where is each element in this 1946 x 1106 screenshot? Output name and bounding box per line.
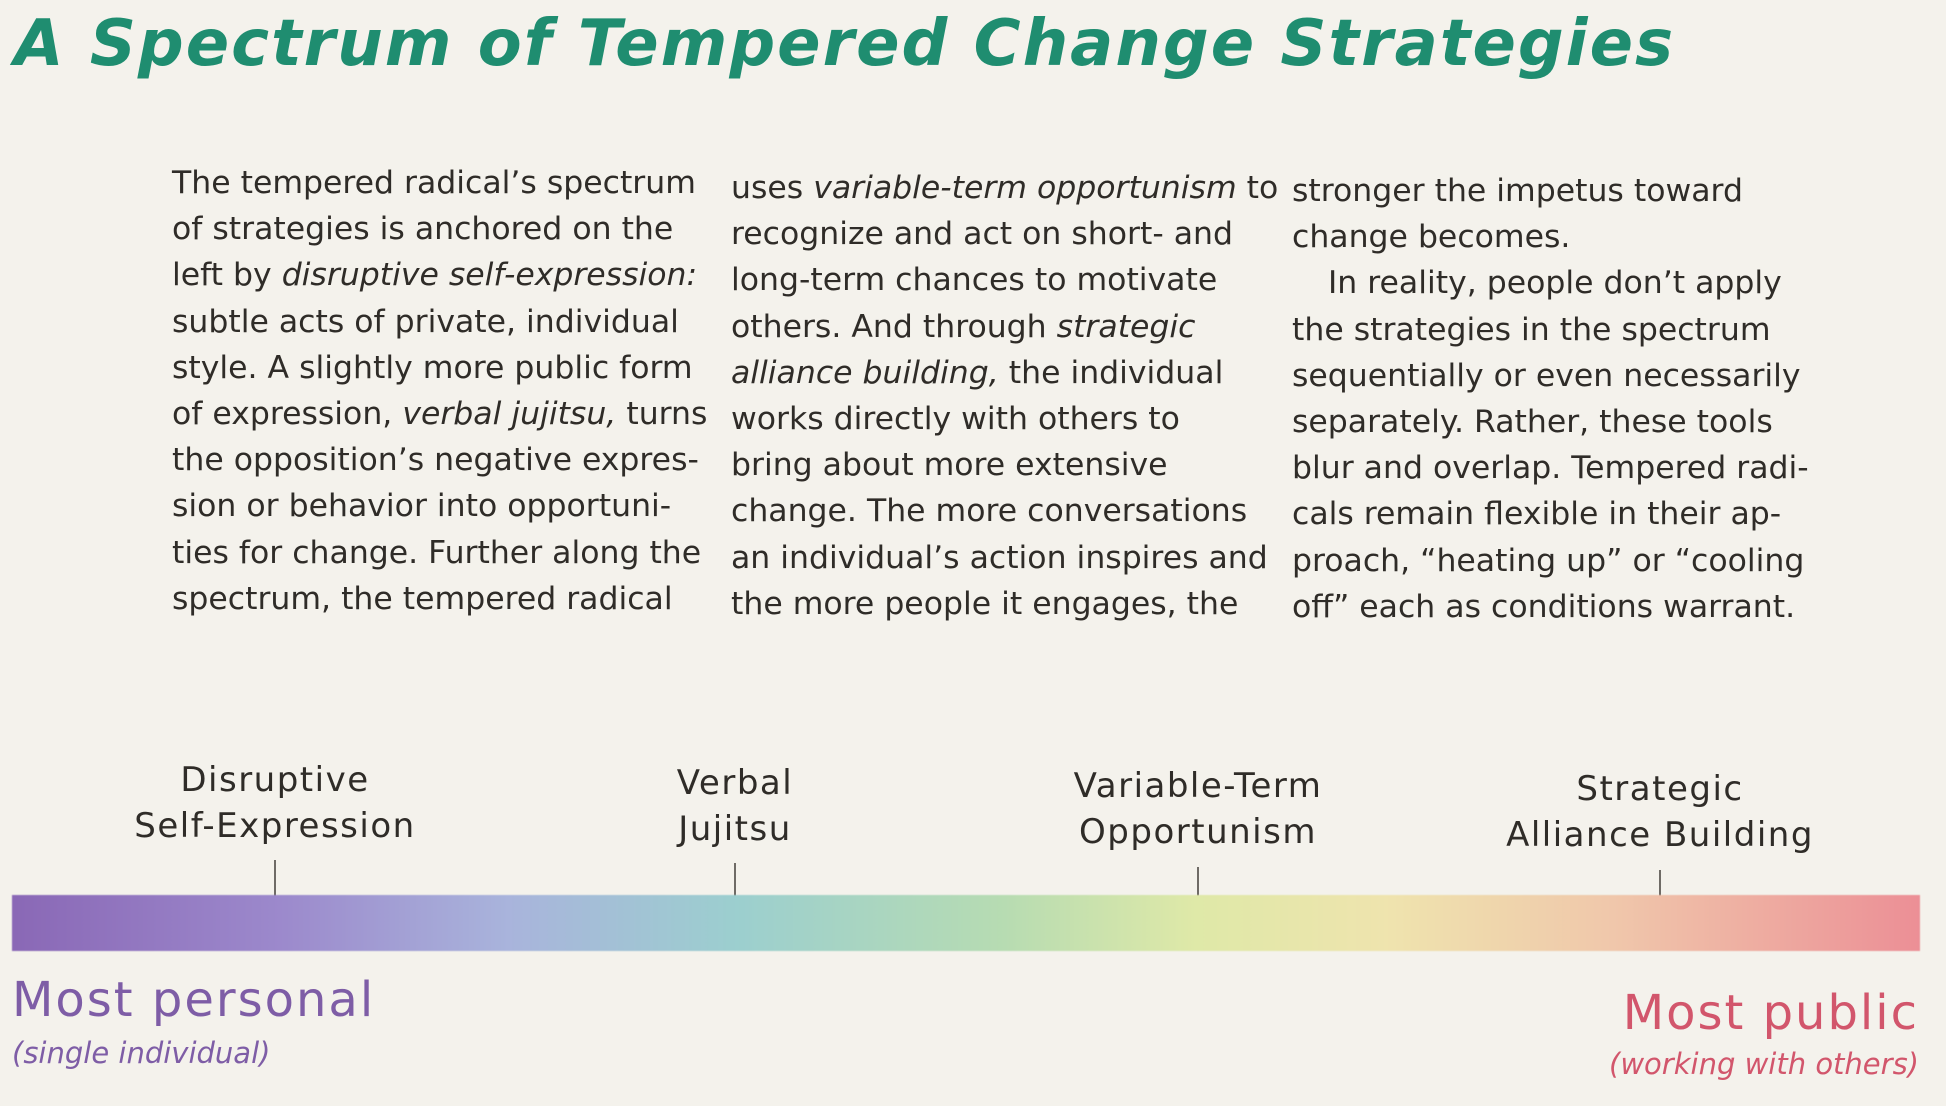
strategy-label-line: Jujitsu bbox=[678, 809, 792, 849]
text-line: an individual’s action inspires and bbox=[731, 539, 1268, 576]
strategy-tick-1 bbox=[274, 860, 276, 896]
text-line: style. A slightly more public form bbox=[172, 349, 693, 386]
body-text-column-3: stronger the impetus toward change become… bbox=[1292, 168, 1809, 630]
strategy-label-line: Alliance Building bbox=[1506, 815, 1814, 855]
strategy-tick-2 bbox=[734, 863, 736, 899]
text-line: recognize and act on short- and bbox=[731, 216, 1233, 253]
text-line: The tempered radical’s spectrum bbox=[172, 165, 696, 201]
most-public-sublabel: (working with others) bbox=[1609, 1047, 1919, 1081]
italic-term: strategic bbox=[1056, 308, 1196, 345]
strategy-label-line: Self-Expression bbox=[134, 806, 416, 846]
text-line: subtle acts of private, individual bbox=[172, 303, 679, 340]
text-line: works directly with others to bbox=[731, 401, 1180, 438]
text-line: change. The more conversations bbox=[731, 493, 1248, 530]
text-line: others. And through strategic bbox=[731, 308, 1196, 345]
strategy-label-line: Verbal bbox=[676, 763, 794, 803]
most-personal-label: Most personal bbox=[12, 972, 376, 1028]
strategy-tick-4 bbox=[1659, 870, 1661, 906]
strategy-label-disruptive-self-expression: Disruptive Self-Expression bbox=[134, 757, 415, 849]
text-line: alliance building, the individual bbox=[731, 354, 1224, 391]
body-text-column-1: The tempered radical’s spectrum of strate… bbox=[172, 160, 708, 622]
text-line: the more people it engages, the bbox=[731, 585, 1239, 622]
strategy-tick-3 bbox=[1197, 867, 1199, 903]
text-line: of expression, verbal jujitsu, turns bbox=[172, 396, 708, 433]
strategy-label-line: Strategic bbox=[1576, 769, 1744, 809]
text-line: ties for change. Further along the bbox=[172, 534, 702, 571]
text-line: In reality, people don’t apply bbox=[1328, 265, 1782, 302]
strategy-label-strategic-alliance-building: Strategic Alliance Building bbox=[1506, 766, 1814, 858]
text-line: cals remain flexible in their ap- bbox=[1292, 496, 1782, 533]
paragraph: In reality, people don’t apply the strate… bbox=[1292, 260, 1809, 630]
text-line: sequentially or even necessarily bbox=[1292, 357, 1801, 394]
text-line: long-term chances to motivate bbox=[731, 262, 1218, 299]
strategy-label-line: Variable-Term bbox=[1073, 766, 1323, 806]
strategy-label-variable-term-opportunism: Variable-Term Opportunism bbox=[1074, 763, 1323, 855]
strategy-label-line: Disruptive bbox=[180, 760, 370, 800]
text-line: proach, “heating up” or “cooling bbox=[1292, 542, 1805, 579]
italic-term: variable-term opportunism bbox=[813, 170, 1237, 206]
text-line: separately. Rather, these tools bbox=[1292, 404, 1773, 441]
text-line: of strategies is anchored on the bbox=[172, 211, 674, 248]
body-text-column-2: uses variable-term opportunism to recogni… bbox=[731, 165, 1279, 627]
text-line: blur and overlap. Tempered radi- bbox=[1292, 450, 1809, 487]
text-line: uses variable-term opportunism to bbox=[731, 170, 1279, 206]
text-line: off” each as conditions warrant. bbox=[1292, 588, 1796, 625]
text-line: spectrum, the tempered radical bbox=[172, 580, 673, 617]
text-line: the strategies in the spectrum bbox=[1292, 311, 1771, 348]
italic-term: verbal jujitsu, bbox=[402, 396, 617, 433]
most-personal-sublabel: (single individual) bbox=[12, 1036, 271, 1070]
text-line: left by disruptive self-expression: bbox=[172, 257, 698, 294]
strategy-label-verbal-jujitsu: Verbal Jujitsu bbox=[677, 760, 793, 852]
paragraph: stronger the impetus toward change become… bbox=[1292, 168, 1792, 260]
text-line: change becomes. bbox=[1292, 219, 1571, 256]
text-line: the opposition’s negative expres- bbox=[172, 442, 699, 479]
most-public-label: Most public bbox=[1622, 985, 1919, 1041]
page-title: A Spectrum of Tempered Change Strategies bbox=[14, 7, 1676, 81]
text-line: stronger the impetus toward bbox=[1292, 173, 1743, 209]
strategy-label-line: Opportunism bbox=[1079, 812, 1317, 852]
text-line: bring about more extensive bbox=[731, 447, 1168, 484]
italic-term: alliance building, bbox=[731, 354, 999, 391]
italic-term: disruptive self-expression: bbox=[281, 257, 698, 294]
text-line: sion or behavior into opportuni- bbox=[172, 488, 672, 525]
spectrum-gradient-bar bbox=[12, 895, 1920, 951]
